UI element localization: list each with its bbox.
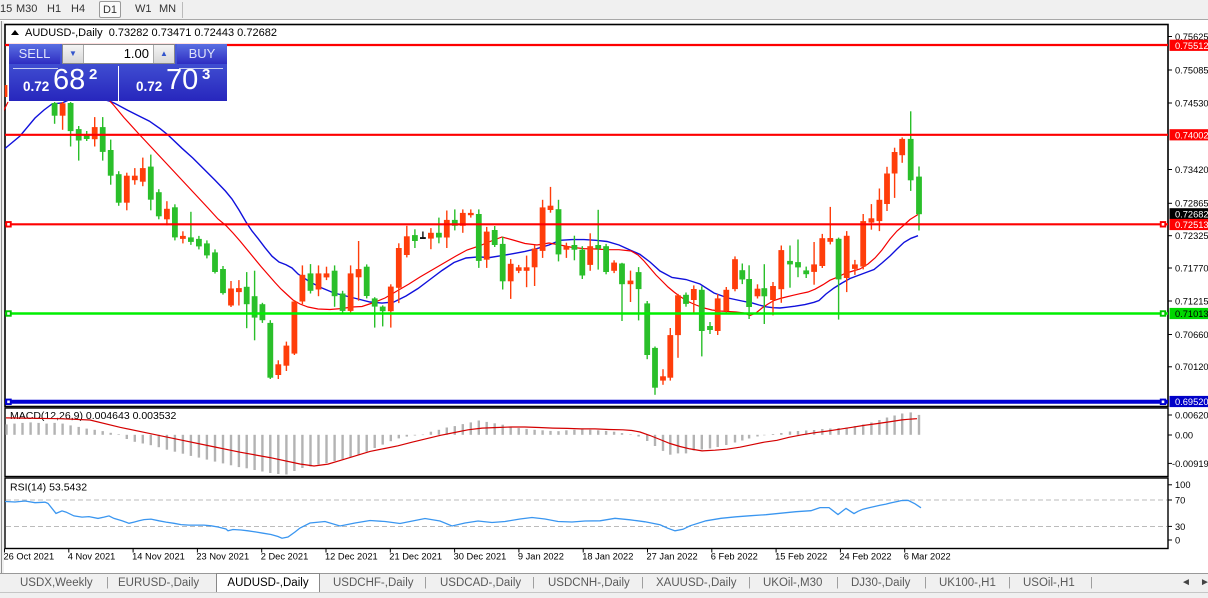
svg-text:21 Dec 2021: 21 Dec 2021 [389, 552, 442, 562]
svg-text:23 Nov 2021: 23 Nov 2021 [196, 552, 249, 562]
svg-text:0.69520: 0.69520 [1175, 397, 1208, 407]
svg-text:RSI(14) 53.5432: RSI(14) 53.5432 [10, 482, 87, 494]
svg-text:0.00: 0.00 [1175, 430, 1193, 440]
svg-text:0.74002: 0.74002 [1175, 130, 1208, 140]
svg-text:0.72682: 0.72682 [1175, 209, 1208, 219]
svg-text:100: 100 [1175, 480, 1191, 490]
svg-text:0.73420: 0.73420 [1175, 165, 1208, 175]
svg-text:0.71770: 0.71770 [1175, 263, 1208, 273]
svg-text:14 Nov 2021: 14 Nov 2021 [132, 552, 185, 562]
svg-text:0.75625: 0.75625 [1175, 32, 1208, 42]
svg-text:9 Jan 2022: 9 Jan 2022 [518, 552, 564, 562]
svg-text:4 Nov 2021: 4 Nov 2021 [68, 552, 116, 562]
svg-text:0: 0 [1175, 535, 1180, 545]
svg-text:0.71013: 0.71013 [1175, 309, 1208, 319]
svg-text:0.00620: 0.00620 [1175, 410, 1208, 420]
svg-text:0.72865: 0.72865 [1175, 199, 1208, 209]
svg-text:0.74530: 0.74530 [1175, 98, 1208, 108]
svg-text:15 Feb 2022: 15 Feb 2022 [775, 552, 827, 562]
svg-text:26 Oct 2021: 26 Oct 2021 [4, 552, 55, 562]
svg-text:12 Dec 2021: 12 Dec 2021 [325, 552, 378, 562]
svg-text:0.75512: 0.75512 [1175, 41, 1208, 51]
svg-text:24 Feb 2022: 24 Feb 2022 [839, 552, 891, 562]
svg-text:0.72325: 0.72325 [1175, 231, 1208, 241]
svg-text:0.70660: 0.70660 [1175, 330, 1208, 340]
svg-text:6 Feb 2022: 6 Feb 2022 [711, 552, 758, 562]
svg-text:0.72513: 0.72513 [1175, 220, 1208, 230]
svg-text:0.75085: 0.75085 [1175, 65, 1208, 75]
svg-text:27 Jan 2022: 27 Jan 2022 [647, 552, 698, 562]
svg-text:6 Mar 2022: 6 Mar 2022 [904, 552, 951, 562]
svg-text:30 Dec 2021: 30 Dec 2021 [454, 552, 507, 562]
svg-text:70: 70 [1175, 495, 1185, 505]
svg-text:0.70120: 0.70120 [1175, 362, 1208, 372]
svg-text:-0.00919: -0.00919 [1172, 459, 1208, 469]
svg-text:0.71215: 0.71215 [1175, 296, 1208, 306]
svg-text:2 Dec 2021: 2 Dec 2021 [261, 552, 309, 562]
svg-text:18 Jan 2022: 18 Jan 2022 [582, 552, 633, 562]
svg-text:30: 30 [1175, 522, 1185, 532]
